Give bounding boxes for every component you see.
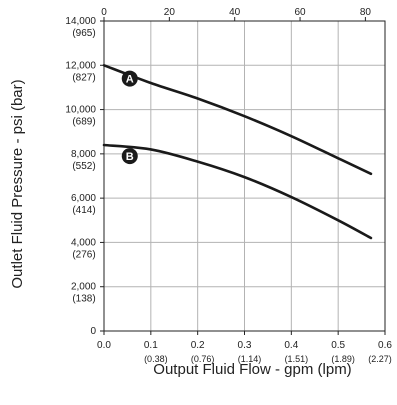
- x-tick-sublabel: (1.89): [331, 354, 355, 364]
- y-tick-sublabel: (276): [72, 249, 95, 260]
- x-tick-label: 0.1: [144, 340, 158, 351]
- x-axis-label: Output Fluid Flow - gpm (lpm): [153, 361, 351, 378]
- y-tick-label: 12,000: [65, 60, 96, 71]
- x2-tick-label: 60: [294, 7, 306, 18]
- x-tick-label: 0.0: [97, 340, 111, 351]
- series-markers: AB: [121, 70, 138, 165]
- series-curves: [102, 63, 373, 240]
- x-tick-sublabel: (0.38): [144, 354, 168, 364]
- y-tick-sublabel: (689): [72, 117, 95, 128]
- y-tick-label: 10,000: [65, 105, 96, 116]
- grid-lines: [104, 21, 385, 331]
- x-tick-label: 0.2: [191, 340, 205, 351]
- series-curve-b: [102, 143, 373, 240]
- x2-tick-label: 20: [164, 7, 176, 18]
- y-tick-sublabel: (414): [72, 205, 95, 216]
- x-tick-sublabel: (0.76): [191, 354, 215, 364]
- series-marker-a: [121, 70, 138, 87]
- x2-tick-label: 0: [101, 7, 107, 18]
- y-tick-label: 2,000: [71, 282, 96, 293]
- y-tick-sublabel: (552): [72, 161, 95, 172]
- y-axis-label: Outlet Fluid Pressure - psi (bar): [9, 79, 26, 288]
- y-tick-label: 4,000: [71, 237, 96, 248]
- y-tick-sublabel: (138): [72, 294, 95, 305]
- x-tick-label: 0.3: [238, 340, 252, 351]
- axis-ticks: 0.0 0.1 (0.38) 0.2 (0.76) 0.3 (1.14) 0.4 (1.51) 0…: [65, 7, 392, 364]
- series-marker-label: B: [126, 151, 134, 163]
- y-tick-sublabel: (827): [72, 72, 95, 83]
- series-marker-b: [121, 148, 138, 165]
- x2-tick-label: 40: [229, 7, 241, 18]
- x-tick-label: 0.6: [378, 340, 392, 351]
- x-tick-sublabel: (2.27): [368, 354, 392, 364]
- x2-tick-label: 80: [360, 7, 372, 18]
- x-tick-label: 0.5: [331, 340, 345, 351]
- x-tick-sublabel: (1.14): [238, 354, 262, 364]
- series-marker-label: A: [126, 74, 134, 86]
- y-tick-label: 14,000: [65, 16, 96, 27]
- x-tick-sublabel: (1.51): [285, 354, 309, 364]
- x-tick-label: 0.4: [284, 340, 298, 351]
- y-tick-label: 0: [90, 326, 96, 337]
- y-tick-sublabel: (965): [72, 28, 95, 39]
- y-tick-label: 8,000: [71, 149, 96, 160]
- y-tick-label: 6,000: [71, 193, 96, 204]
- series-curve-a: [102, 63, 373, 176]
